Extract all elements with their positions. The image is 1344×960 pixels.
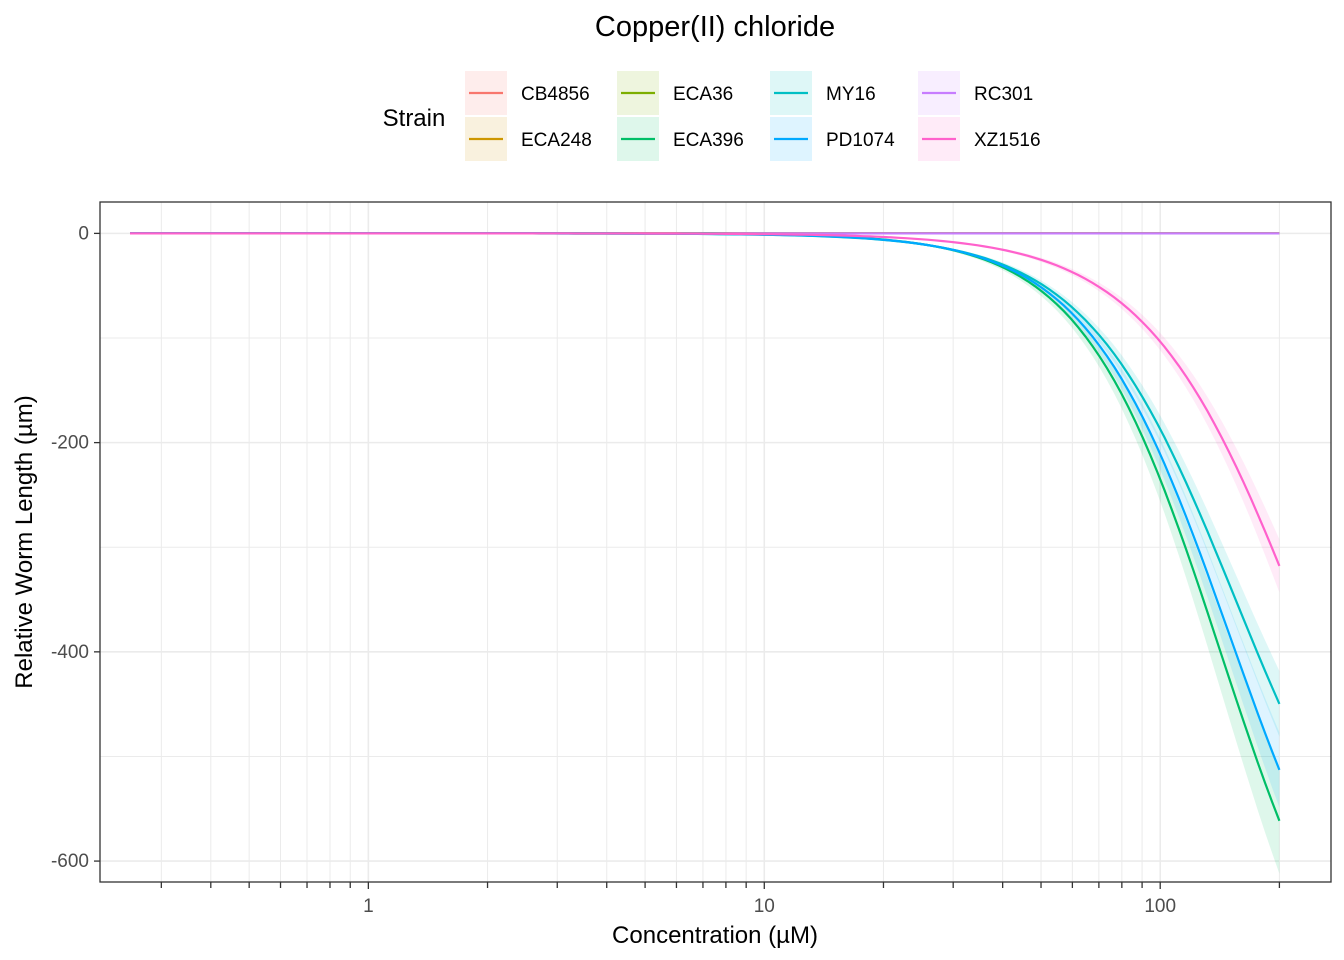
legend-label: XZ1516 bbox=[974, 130, 1041, 151]
legend-label: MY16 bbox=[826, 84, 876, 105]
legend-item-eca248: ECA248 bbox=[465, 117, 592, 161]
plot-panel bbox=[99, 201, 1332, 883]
x-axis-label: Concentration (µM) bbox=[612, 922, 818, 949]
legend-label: CB4856 bbox=[521, 84, 590, 105]
y-tick-label: -400 bbox=[51, 642, 89, 663]
legend-title: Strain bbox=[383, 105, 446, 132]
legend-item-xz1516: XZ1516 bbox=[918, 117, 1041, 161]
x-axis: 1 10 100 bbox=[160, 882, 1281, 917]
legend-label: PD1074 bbox=[826, 130, 895, 151]
series-lines bbox=[130, 232, 1281, 822]
y-axis: 0 -200 -400 -600 bbox=[51, 223, 100, 872]
y-tick-label: -600 bbox=[51, 851, 89, 872]
legend-item-cb4856: CB4856 bbox=[465, 71, 590, 115]
legend-item-rc301: RC301 bbox=[918, 71, 1033, 115]
y-axis-label: Relative Worm Length (µm) bbox=[11, 395, 38, 688]
legend-item-eca36: ECA36 bbox=[617, 71, 733, 115]
x-tick-label: 1 bbox=[363, 896, 374, 917]
legend-item-my16: MY16 bbox=[770, 71, 876, 115]
y-tick-label: -200 bbox=[51, 433, 89, 454]
legend-label: RC301 bbox=[974, 84, 1033, 105]
legend-label: ECA248 bbox=[521, 130, 592, 151]
legend-label: ECA36 bbox=[673, 84, 733, 105]
gridlines bbox=[100, 202, 1331, 882]
legend-item-pd1074: PD1074 bbox=[770, 117, 895, 161]
panel-background bbox=[100, 202, 1331, 882]
series-line-xz1516 bbox=[130, 232, 1281, 567]
x-tick-label: 100 bbox=[1144, 896, 1176, 917]
x-tick-label: 10 bbox=[754, 896, 775, 917]
legend-item-eca396: ECA396 bbox=[617, 117, 744, 161]
legend-label: ECA396 bbox=[673, 130, 744, 151]
y-tick-label: 0 bbox=[78, 223, 89, 244]
chart-title: Copper(II) chloride bbox=[595, 11, 835, 43]
legend: Strain CB4856 ECA248 ECA36 ECA396 MY16 PD1074… bbox=[383, 71, 1041, 161]
panel-border bbox=[99, 201, 1332, 883]
